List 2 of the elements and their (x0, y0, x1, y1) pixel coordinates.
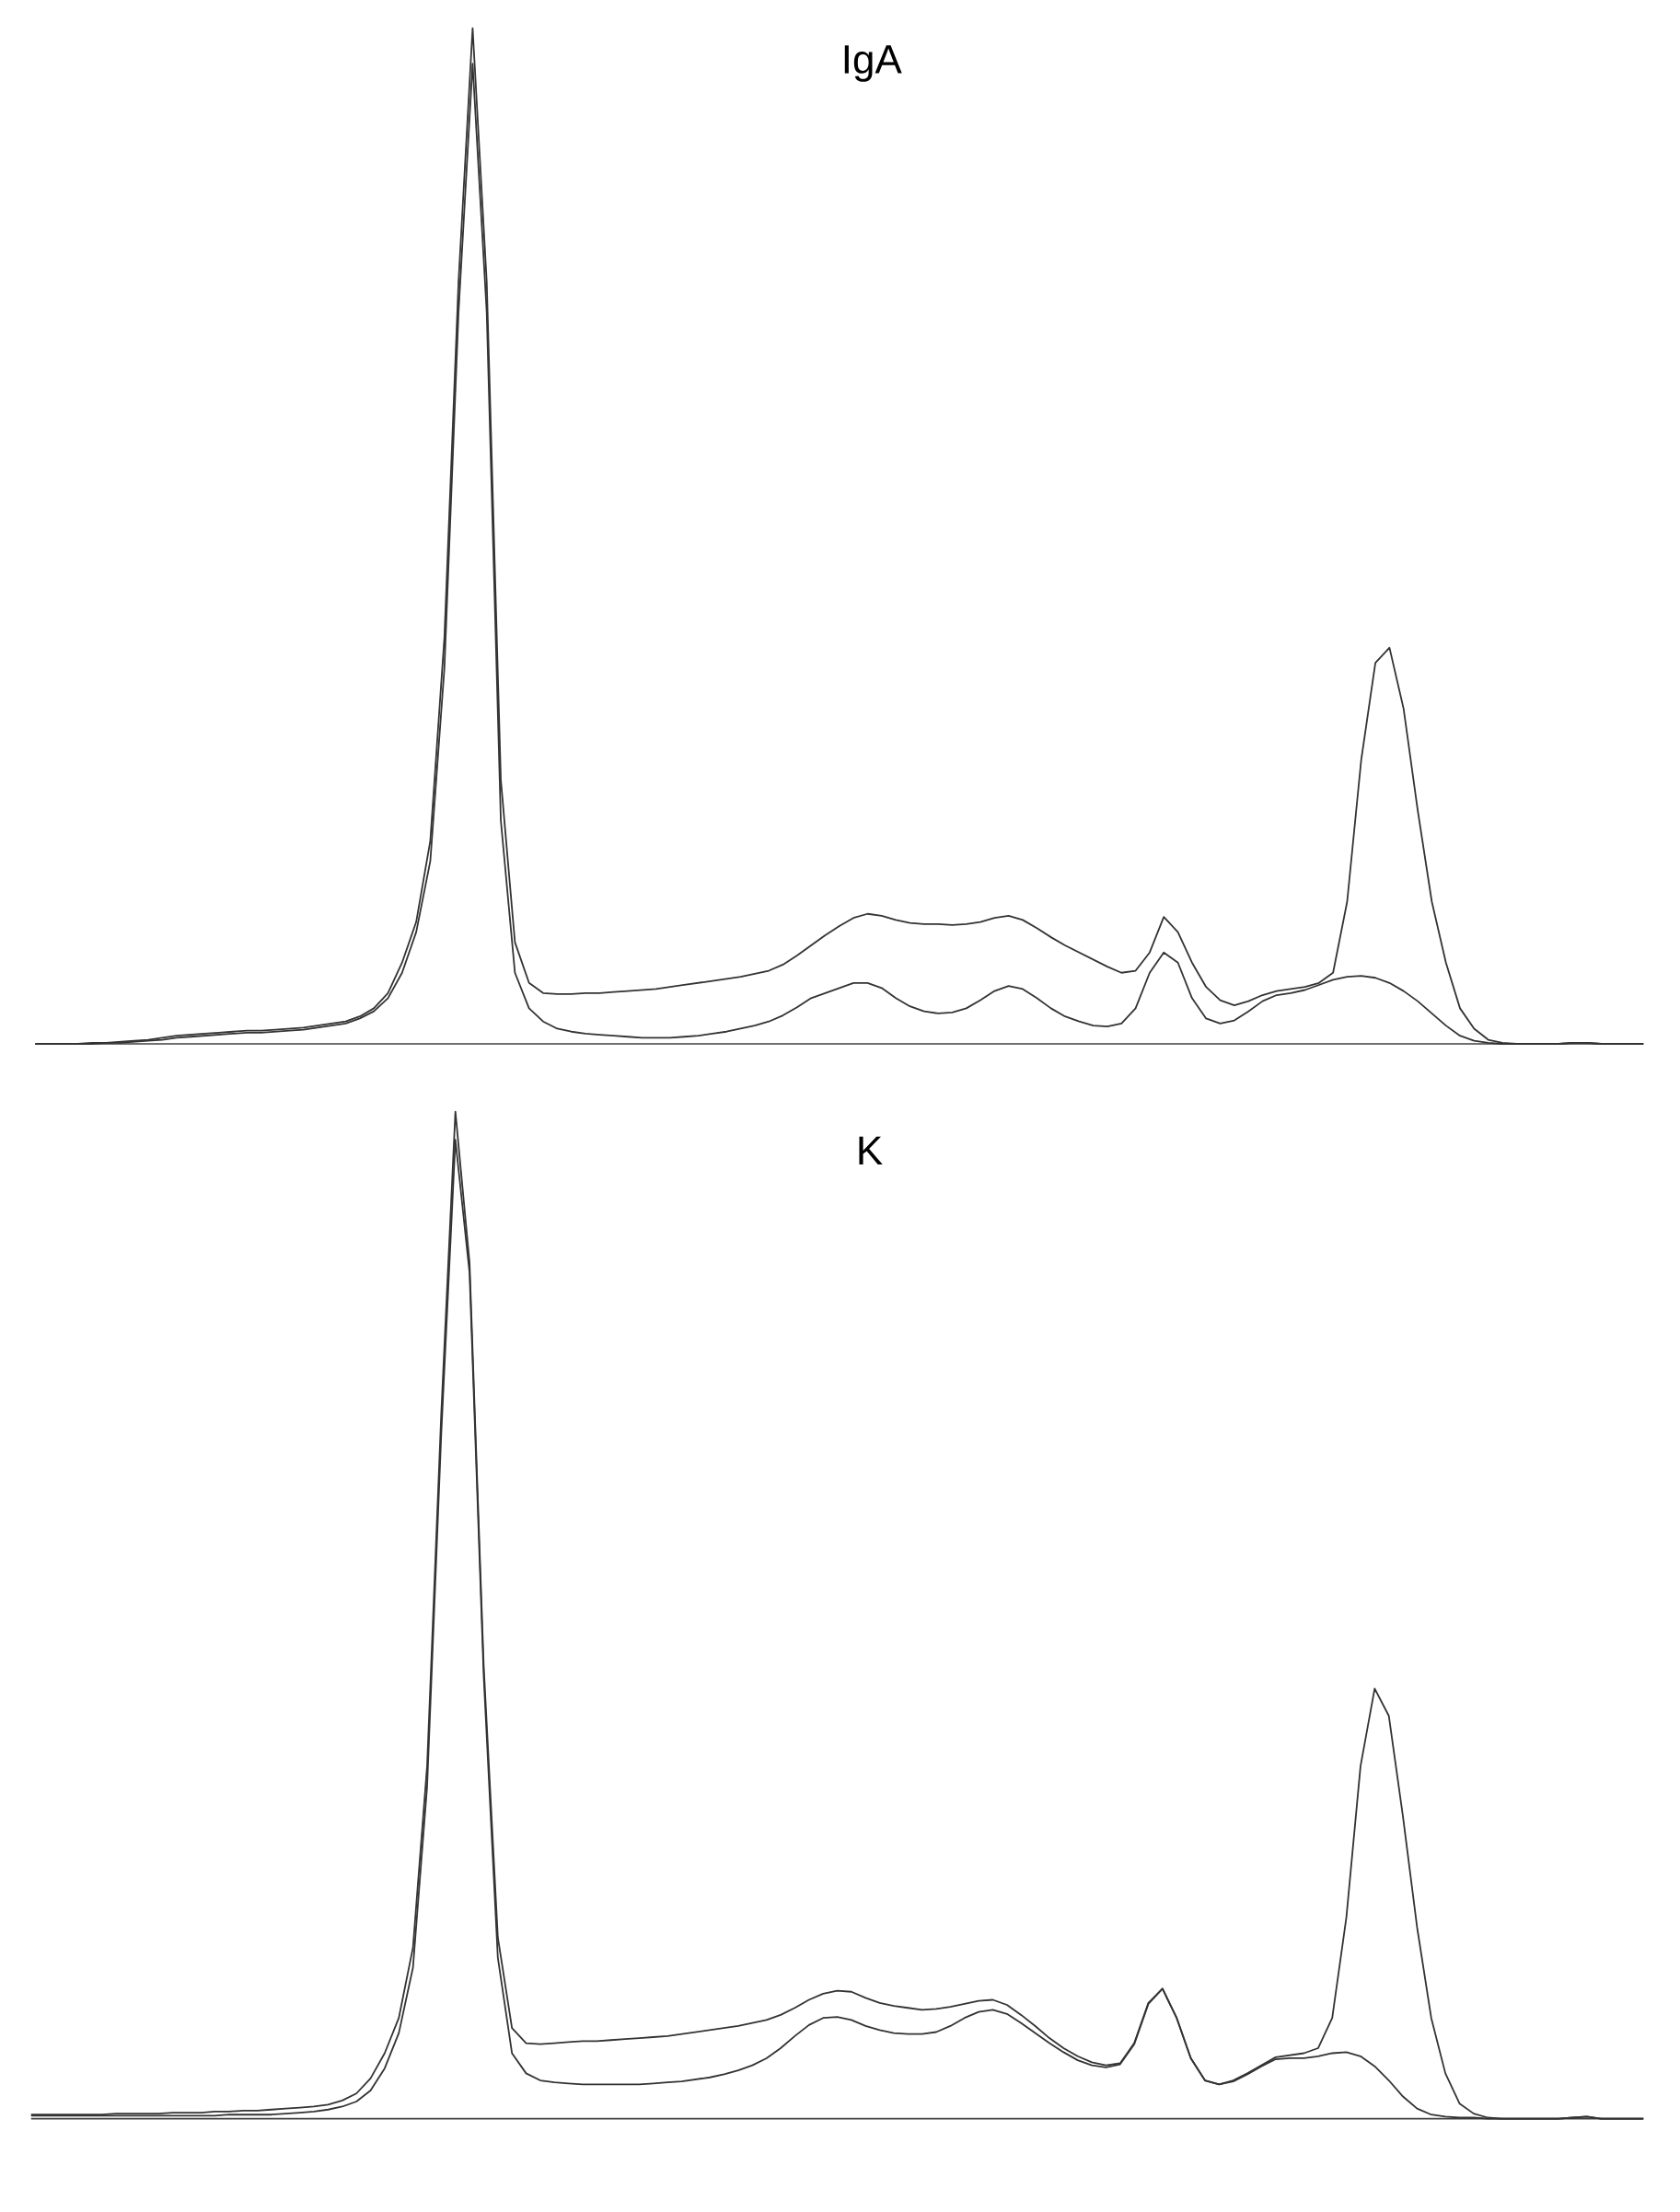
chart-title: K (859, 1136, 883, 1165)
chart-title: IgA (844, 45, 902, 82)
